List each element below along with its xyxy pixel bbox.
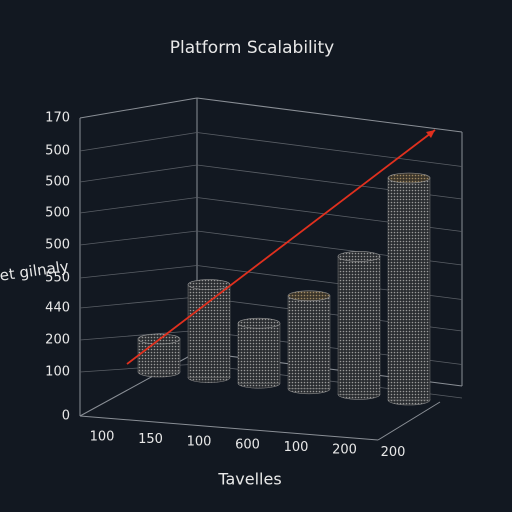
x-tick-label: 100 — [187, 435, 212, 450]
grid-line — [79, 164, 463, 200]
x-tick-label: 150 — [138, 432, 163, 447]
cylinder-top — [237, 317, 281, 329]
y-tick-label: 500 — [45, 238, 70, 253]
arrow-head — [426, 130, 435, 138]
bar — [387, 177, 431, 401]
trend-line — [126, 129, 436, 365]
bar — [137, 338, 181, 373]
x-axis-label: Tavelles — [217, 470, 281, 489]
y-tick-label: 500 — [45, 144, 70, 159]
bar — [337, 256, 381, 395]
x-tick-label: 200 — [332, 443, 357, 458]
cylinder-top — [187, 279, 231, 290]
bar — [187, 284, 231, 378]
x-tick-label: 100 — [90, 430, 115, 445]
cylinder-top — [337, 251, 381, 262]
y-tick-label: 440 — [45, 301, 70, 316]
y-tick-label: 170 — [45, 111, 70, 126]
chart-title: Platform Scalability — [170, 38, 334, 58]
bar — [287, 295, 331, 390]
cylinder-top — [387, 172, 431, 184]
grid-line — [79, 197, 463, 232]
grid-line — [79, 132, 463, 167]
y-tick-label: 550 — [45, 271, 70, 286]
x-tick-label: 200 — [381, 445, 406, 460]
x-tick-label: 600 — [235, 437, 260, 452]
bar — [237, 322, 281, 384]
y-tick-label: 0 — [62, 409, 70, 424]
y-tick-label: 200 — [45, 333, 70, 348]
y-tick-label: 100 — [45, 365, 70, 380]
y-tick-label: 500 — [45, 175, 70, 190]
x-tick-label: 100 — [284, 440, 309, 455]
y-tick-label: 500 — [45, 206, 70, 221]
cylinder-top — [287, 290, 331, 302]
